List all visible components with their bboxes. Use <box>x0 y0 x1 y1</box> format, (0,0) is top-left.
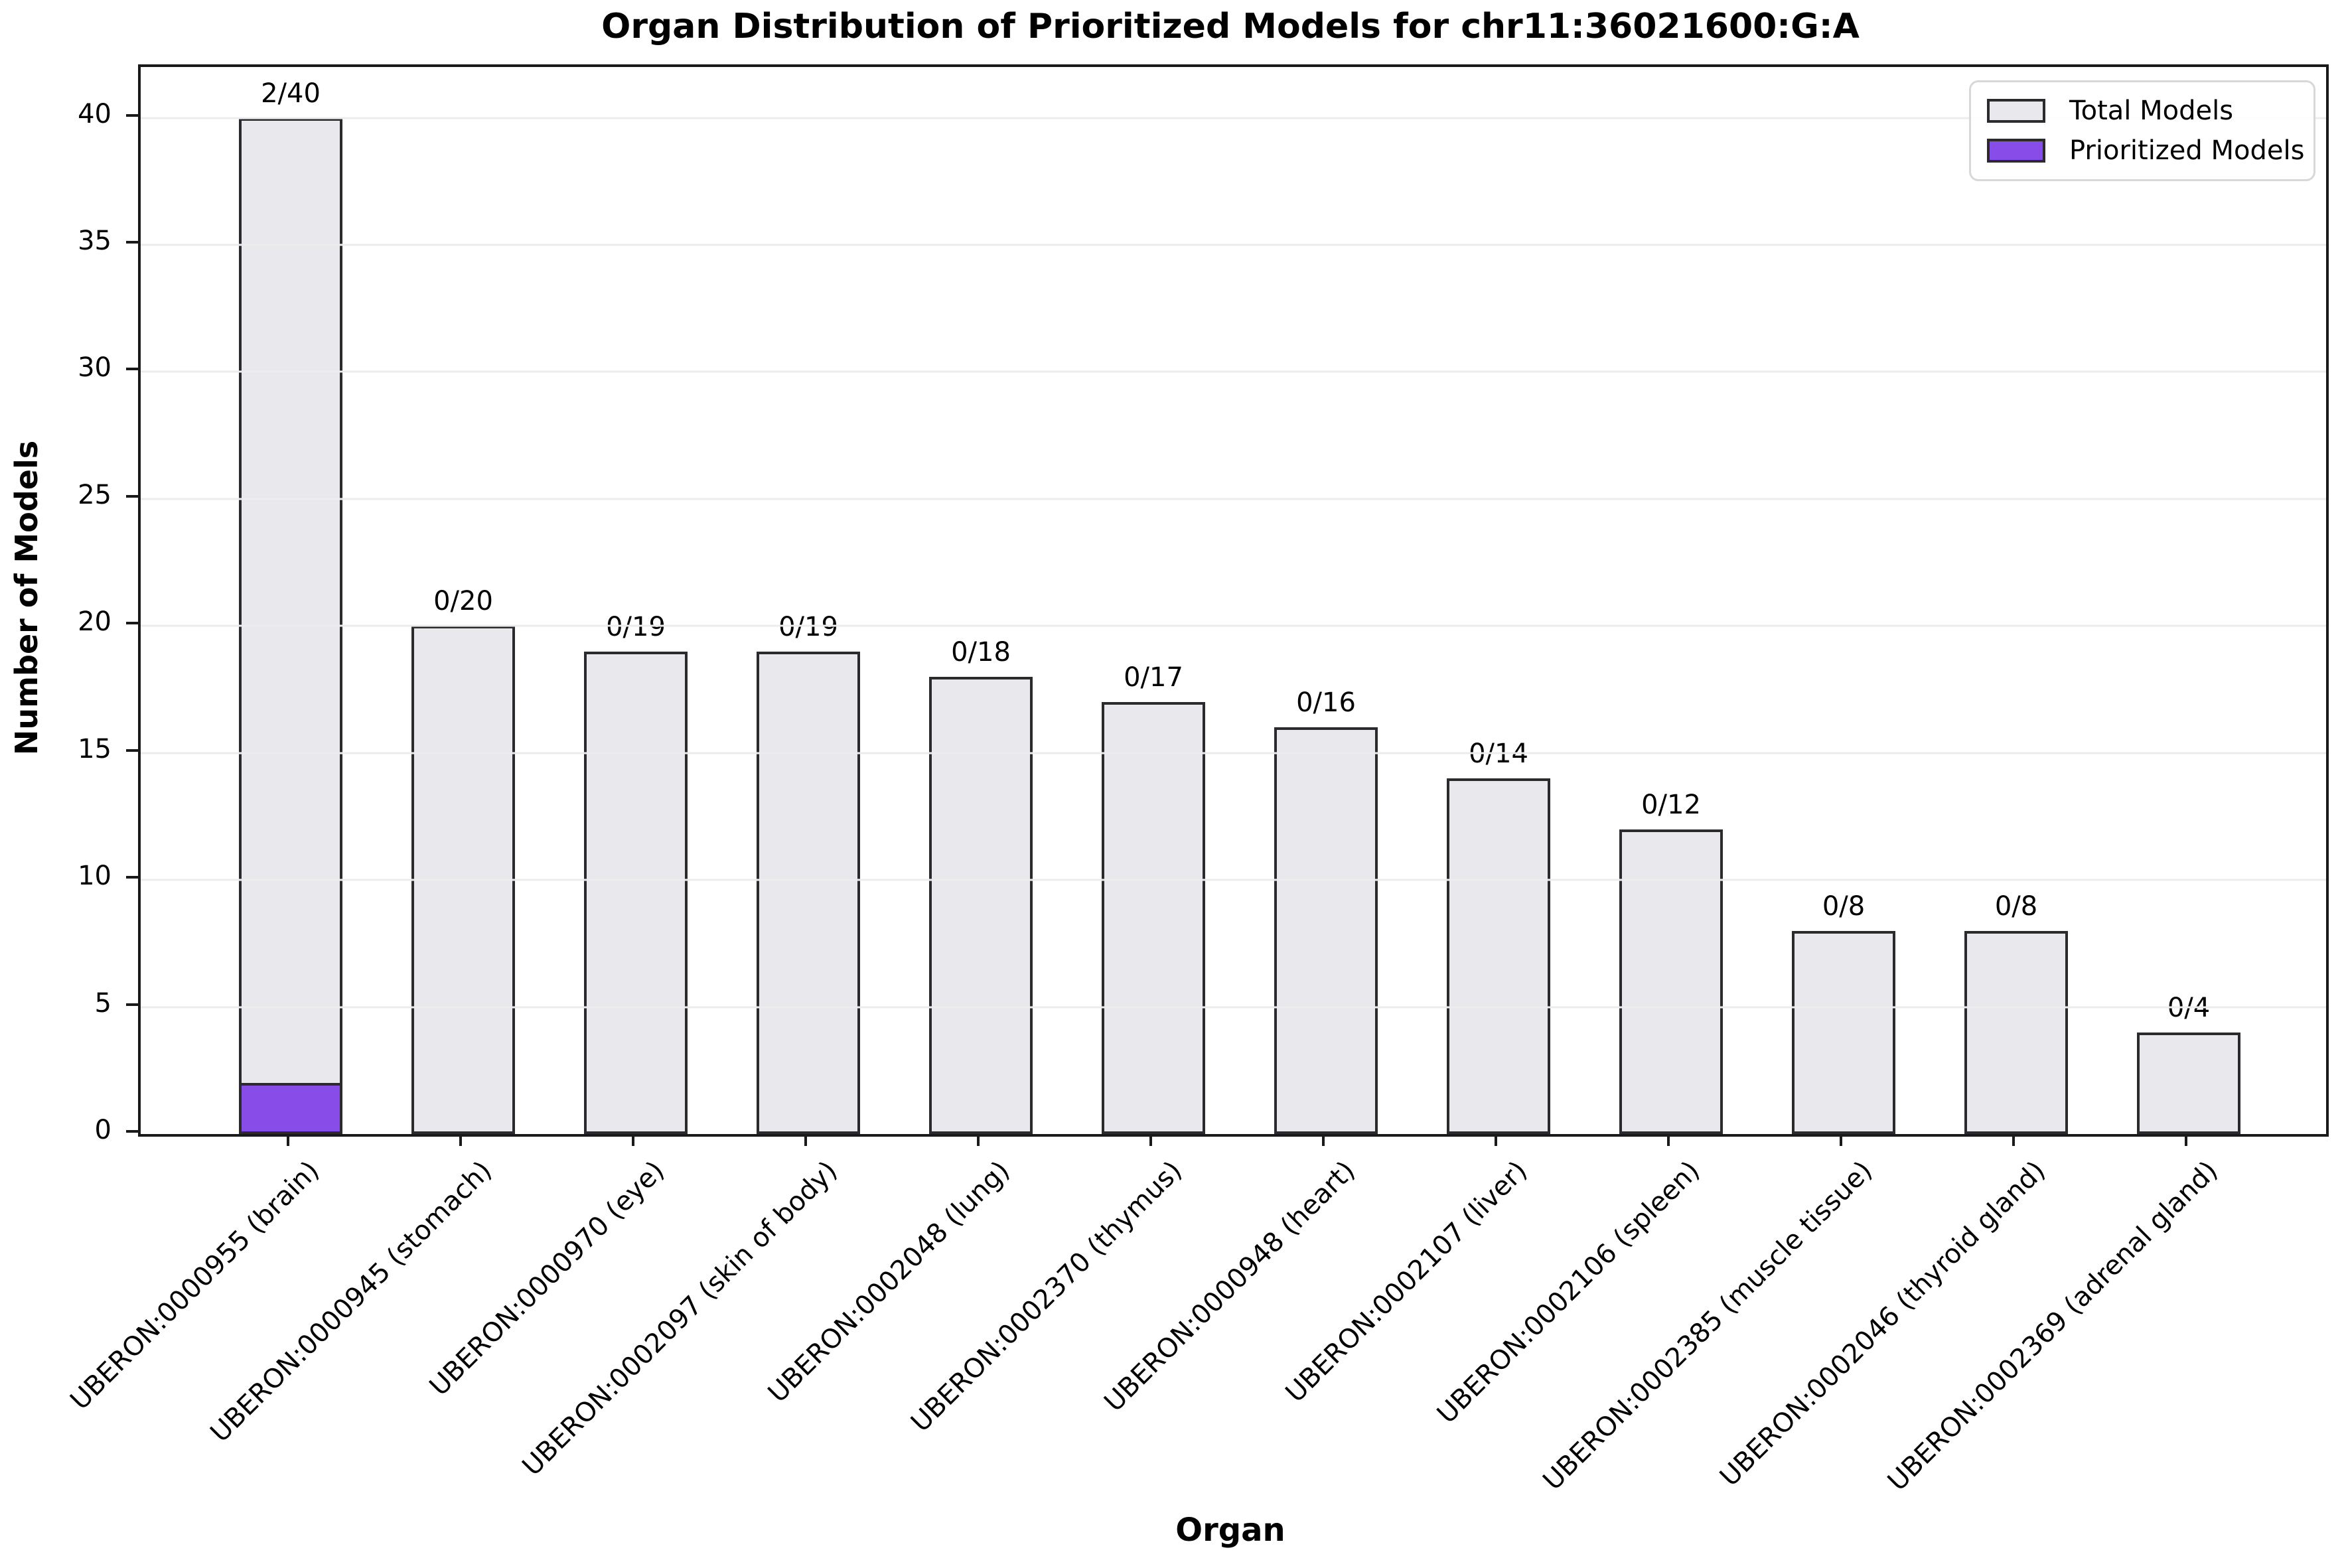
bar-total <box>1792 930 1895 1134</box>
bar-prioritized-segment <box>239 1083 342 1134</box>
x-tick-label-text: UBERON:0002369 (adrenal gland) <box>1881 1155 2224 1497</box>
y-tick-label: 10 <box>78 861 111 892</box>
bar-total <box>757 651 860 1134</box>
y-tick-mark <box>126 241 138 244</box>
legend-label-prioritized: Prioritized Models <box>2069 135 2305 166</box>
bar-total <box>584 651 688 1134</box>
y-tick-mark <box>126 748 138 752</box>
bar-total <box>929 676 1033 1134</box>
bar-value-label: 0/8 <box>1994 891 2038 922</box>
bar-total <box>2137 1032 2240 1134</box>
gridline <box>141 498 2326 500</box>
x-tick-mark <box>1840 1134 1842 1146</box>
y-tick-label: 5 <box>94 987 111 1019</box>
x-tick-mark <box>2012 1134 2015 1146</box>
x-tick-mark <box>1149 1134 1152 1146</box>
y-tick-label: 40 <box>78 98 111 129</box>
prioritized-models-swatch <box>1987 139 2045 163</box>
legend: Total Models Prioritized Models <box>1969 80 2315 181</box>
gridline <box>141 624 2326 627</box>
y-tick-label: 20 <box>78 606 111 638</box>
y-tick-mark <box>126 876 138 879</box>
x-tick-label-text: UBERON:0000945 (stomach) <box>204 1155 498 1449</box>
x-tick-mark <box>1667 1134 1670 1146</box>
bar-value-label: 0/18 <box>951 636 1011 668</box>
x-axis-label: Organ <box>1175 1512 1285 1549</box>
x-tick-mark <box>977 1134 980 1146</box>
y-tick-mark <box>126 494 138 498</box>
plot-area: 2/40 0/20 0/19 0/19 0/18 0/17 0/16 0/14 0/12 0/8 0… <box>138 64 2329 1137</box>
y-tick-mark <box>126 368 138 371</box>
chart-title: Organ Distribution of Prioritized Models… <box>601 7 1860 46</box>
y-tick-mark <box>126 1130 138 1133</box>
x-tick-mark <box>1495 1134 1497 1146</box>
bar-total <box>1102 702 1205 1134</box>
bar-total <box>1447 778 1550 1134</box>
gridline <box>141 370 2326 373</box>
legend-entry-total: Total Models <box>1987 96 2298 126</box>
gridline <box>141 117 2326 119</box>
total-models-swatch <box>1987 99 2045 123</box>
y-tick-mark <box>126 622 138 625</box>
gridline <box>141 244 2326 246</box>
y-tick-label: 25 <box>78 480 111 511</box>
bar-total <box>1619 829 1723 1134</box>
x-tick-mark <box>2185 1134 2187 1146</box>
bar-total <box>1964 930 2068 1134</box>
x-tick-label-text: UBERON:0002097 (skin of body) <box>516 1155 843 1482</box>
x-tick-mark <box>1322 1134 1325 1146</box>
bar-value-label: 2/40 <box>261 78 321 109</box>
bar-value-label: 0/16 <box>1296 687 1356 719</box>
y-tick-mark <box>126 1003 138 1006</box>
y-tick-label: 0 <box>94 1115 111 1146</box>
x-tick-mark <box>459 1134 462 1146</box>
y-tick-label: 35 <box>78 226 111 257</box>
y-tick-label: 30 <box>78 352 111 384</box>
y-tick-mark <box>126 113 138 117</box>
gridline <box>141 1006 2326 1009</box>
x-tick-label-text: UBERON:0002370 (thymus) <box>905 1155 1189 1439</box>
bar-value-label: 0/8 <box>1822 891 1866 922</box>
x-tick-mark <box>632 1134 634 1146</box>
y-tick-label: 15 <box>78 733 111 764</box>
legend-label-total: Total Models <box>2069 96 2234 126</box>
x-tick-mark <box>804 1134 807 1146</box>
x-tick-label-text: UBERON:0002385 (muscle tissue) <box>1537 1155 1879 1496</box>
bar-value-label: 0/12 <box>1641 789 1701 820</box>
x-tick-mark <box>287 1134 289 1146</box>
bar-total <box>1274 727 1378 1134</box>
legend-entry-prioritized: Prioritized Models <box>1987 135 2304 166</box>
gridline <box>141 752 2326 754</box>
gridline <box>141 879 2326 881</box>
x-tick-label-text: UBERON:0002046 (thyroid gland) <box>1714 1155 2051 1493</box>
bar-value-label: 0/17 <box>1124 662 1183 693</box>
bar-value-label: 0/20 <box>433 586 493 617</box>
